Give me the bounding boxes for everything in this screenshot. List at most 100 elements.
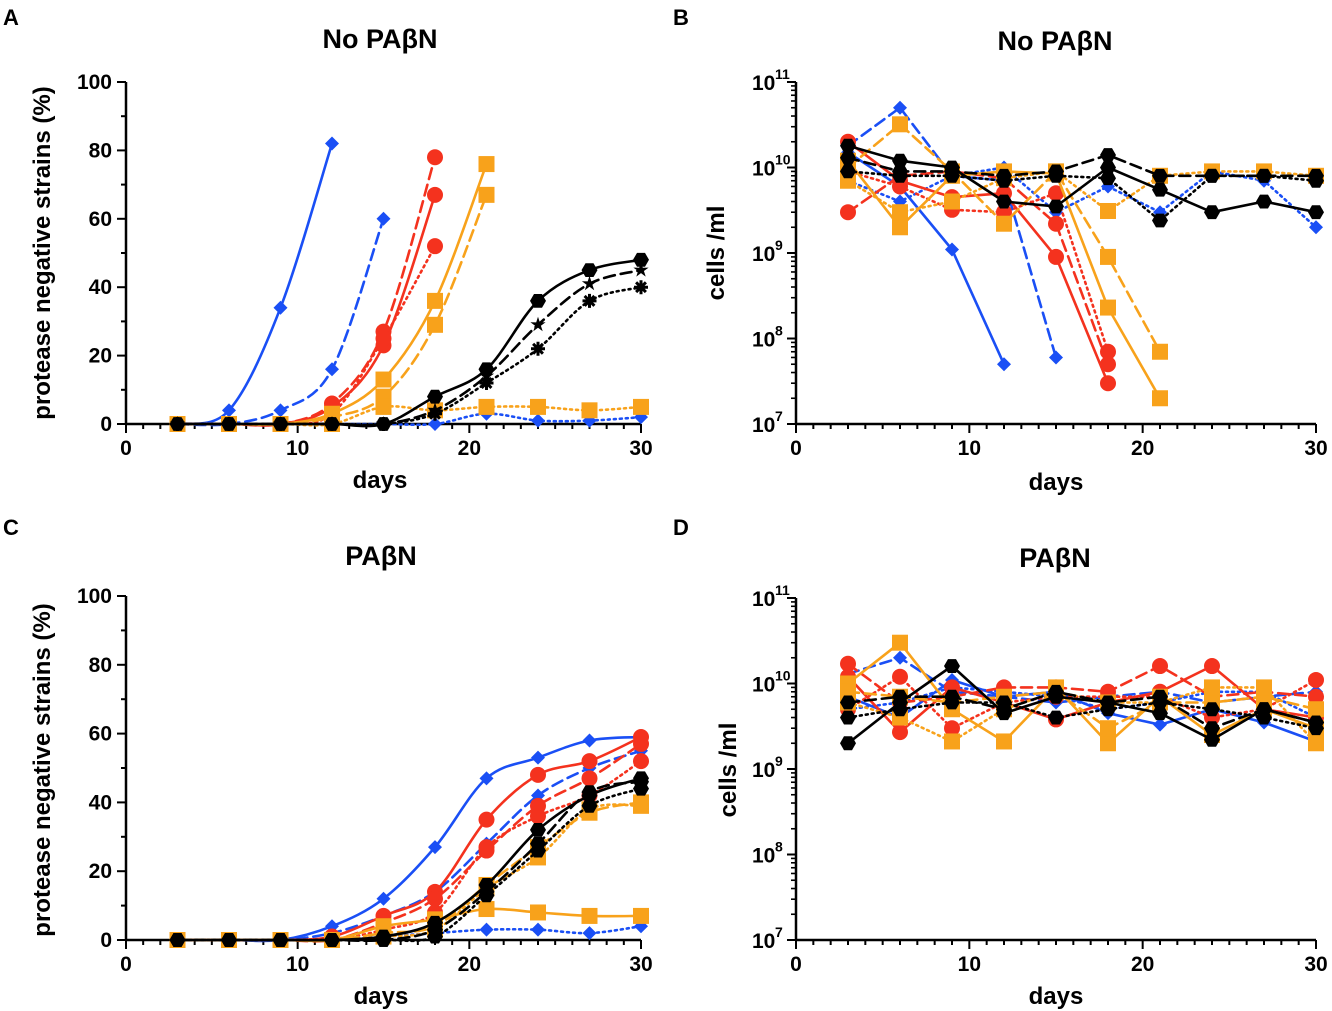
data-point-diamond [893, 650, 907, 665]
panel-d-series-black-dotted [840, 695, 1324, 736]
panel-a-series-black-dotted [170, 280, 648, 431]
panel-b-ylabel: cells /ml [703, 206, 730, 301]
data-point-square [1152, 390, 1168, 407]
panel-b-y-tick-base: 10 [752, 72, 775, 95]
data-point-diamond [531, 750, 545, 765]
data-point-circle [1308, 688, 1324, 705]
data-point-diamond [997, 357, 1011, 372]
data-point-diamond [1049, 350, 1063, 365]
data-point-asterisk [428, 406, 442, 421]
panel-d-series-black-solid [840, 659, 1324, 751]
panel-d-ylabel: cells /ml [715, 723, 742, 818]
data-point-diamond [428, 417, 442, 431]
data-point-circle [530, 808, 546, 825]
data-point-hexagon [1152, 695, 1168, 710]
panel-b-xlabel: days [1029, 469, 1084, 496]
data-point-diamond [325, 136, 339, 151]
data-point-hexagon [840, 164, 856, 179]
series-line [176, 285, 643, 427]
data-point-circle [1048, 215, 1064, 232]
panel-a-x-tick-label: 0 [120, 437, 132, 460]
data-point-asterisk [273, 417, 288, 431]
series-line [176, 742, 643, 943]
series-line [176, 193, 488, 426]
data-point-square [478, 186, 495, 203]
series-line [176, 735, 643, 943]
data-point-hexagon [221, 933, 237, 947]
panel-b-series-black-dotted [840, 164, 1324, 228]
panel-d-x-tick-label: 10 [958, 953, 981, 976]
panel-d-y-tick-base: 10 [752, 674, 775, 697]
data-point-square [1100, 735, 1116, 752]
data-point-hexagon [1204, 205, 1220, 220]
panel-c-series-red-dotted [169, 753, 649, 948]
panel-b-y-tick-base: 10 [752, 158, 775, 181]
panel-b-title: No PAβN [998, 26, 1113, 56]
data-point-hexagon [1308, 173, 1324, 188]
data-point-circle [892, 668, 908, 685]
data-point-diamond [428, 840, 442, 855]
panel-a-y-tick-label: 80 [89, 139, 112, 162]
data-point-square [478, 156, 495, 173]
panel-b-y-tick-exponent: 7 [775, 408, 783, 424]
data-point-circle [944, 720, 960, 737]
data-point-diamond [479, 771, 494, 786]
data-point-hexagon [892, 168, 908, 183]
series-line [176, 258, 643, 428]
series-line [846, 664, 1318, 745]
data-point-square [633, 907, 649, 924]
data-point-hexagon [1256, 194, 1272, 209]
data-point-circle [1048, 185, 1064, 202]
series-line [846, 170, 1110, 353]
data-point-hexagon [1152, 706, 1168, 721]
data-point-diamond [893, 100, 907, 115]
data-point-square [633, 797, 649, 814]
data-point-square [1152, 343, 1168, 360]
panel-b-y-tick-base: 10 [752, 414, 775, 437]
data-point-asterisk [222, 417, 236, 431]
data-point-asterisk [531, 341, 545, 356]
data-point-hexagon [375, 933, 392, 947]
data-point-circle [478, 811, 495, 828]
panel-b-x-tick-label: 30 [1304, 437, 1327, 460]
data-point-square [375, 398, 392, 415]
panel-b-x-tick-label: 10 [958, 437, 981, 460]
data-point-asterisk [376, 417, 391, 431]
data-point-diamond [273, 403, 288, 418]
data-point-hexagon [1204, 702, 1220, 717]
data-point-diamond [582, 733, 597, 748]
data-point-hexagon [1152, 182, 1168, 197]
panel-a-series-blue-dashed [170, 211, 391, 431]
panel-b-series-blue-dashed [841, 100, 1063, 365]
series-line [846, 701, 1318, 730]
data-point-hexagon [996, 695, 1012, 710]
panel-a-series-red-solid [169, 186, 443, 432]
panel-c-y-tick-label: 80 [89, 654, 112, 677]
panel-a-series-blue-solid [170, 136, 339, 431]
data-point-asterisk [479, 376, 494, 390]
panel-a-y-tick-label: 20 [89, 345, 112, 368]
panel-d-y-tick-exponent: 8 [775, 839, 783, 855]
data-point-hexagon [892, 702, 908, 717]
data-point-circle [530, 766, 546, 783]
data-point-hexagon [478, 888, 495, 903]
data-point-asterisk [582, 293, 597, 308]
data-point-hexagon [427, 389, 443, 404]
panel-a-y-tick-label: 40 [89, 276, 112, 299]
data-point-hexagon [1256, 168, 1272, 183]
panel-d-y-tick-base: 10 [752, 845, 775, 868]
series-line [176, 244, 437, 427]
data-point-square [1204, 679, 1220, 696]
data-point-hexagon [1204, 168, 1220, 183]
series-line [846, 170, 1318, 222]
series-line [176, 787, 643, 943]
panel-a-y-tick-label: 100 [77, 71, 112, 94]
data-point-circle [478, 839, 495, 856]
data-point-circle [375, 330, 392, 347]
data-point-circle [1100, 375, 1116, 392]
data-point-hexagon [581, 798, 598, 813]
series-line [846, 641, 1318, 745]
panel-c-plot: 0 10 20 30 0 20 40 60 80 100 [77, 585, 653, 976]
panel-c-series-black-dotted [169, 781, 649, 947]
